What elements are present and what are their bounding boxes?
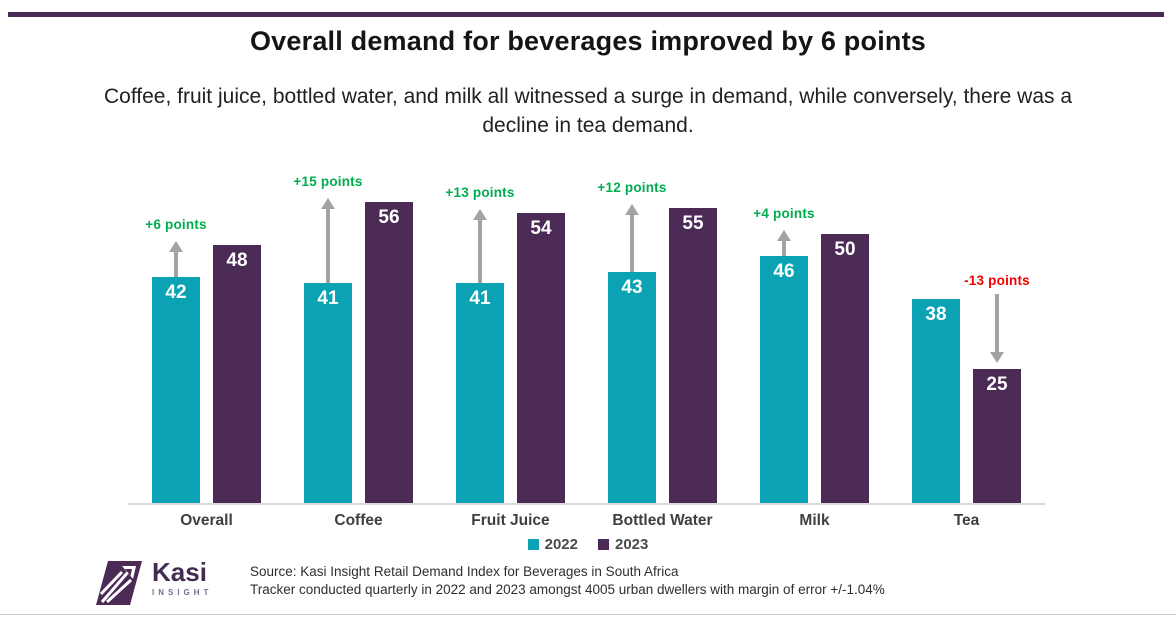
change-arrow-up — [321, 198, 335, 283]
legend-item-2023: 2023 — [598, 536, 648, 553]
bar-value-label: 50 — [834, 239, 856, 260]
bar-2022-milk: 46 — [760, 256, 808, 503]
category-label-tea: Tea — [953, 512, 980, 529]
bar-chart: 42 48 +6 points Overall 41 56 +15 points Coffee… — [0, 160, 1176, 540]
bar-2023-milk: 50 — [821, 234, 869, 503]
change-arrow-up — [473, 209, 487, 283]
bar-value-label: 55 — [682, 213, 704, 234]
change-annotation: +12 points — [597, 180, 667, 195]
legend-swatch-2022 — [527, 539, 539, 550]
change-annotation: +6 points — [145, 217, 207, 232]
source-line-1: Source: Kasi Insight Retail Demand Index… — [250, 564, 679, 579]
kasi-insight-logo: Kasi INSIGHT — [95, 558, 212, 608]
bar-value-label: 43 — [621, 277, 643, 298]
arrow-shaft — [995, 294, 999, 353]
logo-sub-text: INSIGHT — [152, 588, 213, 597]
arrow-shaft — [326, 208, 330, 283]
arrow-head — [473, 209, 487, 220]
legend-swatch-2023 — [598, 539, 609, 550]
arrow-head — [777, 230, 791, 241]
arrow-head — [625, 204, 639, 215]
category-label-coffee: Coffee — [334, 512, 383, 529]
bar-value-label: 42 — [165, 282, 187, 303]
bar-2022-coffee: 41 — [304, 283, 352, 503]
arrow-shaft — [630, 214, 634, 272]
arrow-shaft — [174, 251, 178, 277]
category-label-milk: Milk — [799, 512, 830, 529]
arrow-shaft — [478, 219, 482, 283]
bar-value-label: 38 — [925, 304, 947, 325]
source-line-2: Tracker conducted quarterly in 2022 and … — [250, 582, 885, 597]
category-label-bottled-water: Bottled Water — [612, 512, 713, 529]
bottom-divider — [0, 614, 1176, 615]
legend-label-2022: 2022 — [544, 536, 578, 553]
change-arrow-down — [990, 294, 1004, 363]
bar-2023-overall: 48 — [213, 245, 261, 503]
arrow-head — [990, 352, 1004, 363]
change-annotation: +15 points — [293, 174, 363, 189]
change-arrow-up — [777, 230, 791, 256]
category-label-fruit-juice: Fruit Juice — [471, 512, 550, 529]
bar-2022-overall: 42 — [152, 277, 200, 503]
bar-value-label: 56 — [378, 207, 400, 228]
source-note: Source: Kasi Insight Retail Demand Index… — [250, 563, 1010, 599]
bar-value-label: 46 — [773, 261, 795, 282]
arrow-shaft — [782, 240, 786, 256]
arrow-head — [169, 241, 183, 252]
category-label-overall: Overall — [180, 512, 233, 529]
logo-arrow-icon — [96, 561, 142, 605]
page-title: Overall demand for beverages improved by… — [249, 26, 926, 56]
change-annotation: +13 points — [445, 185, 515, 200]
x-axis-baseline — [128, 503, 1045, 505]
bar-2023-fruit-juice: 54 — [517, 213, 565, 503]
chart-legend: 2022 2023 — [0, 536, 1176, 553]
change-arrow-up — [169, 241, 183, 277]
bar-2023-bottled-water: 55 — [669, 208, 717, 503]
change-annotation: +4 points — [753, 206, 815, 221]
legend-label-2023: 2023 — [615, 536, 649, 553]
legend-item-2022: 2022 — [527, 536, 578, 553]
bar-2023-tea: 25 — [973, 369, 1021, 503]
logo-brand-text: Kasi — [152, 557, 207, 587]
change-arrow-up — [625, 204, 639, 272]
bar-2022-bottled-water: 43 — [608, 272, 656, 503]
bar-2022-fruit-juice: 41 — [456, 283, 504, 503]
bar-2023-coffee: 56 — [365, 202, 413, 503]
bar-value-label: 54 — [530, 218, 552, 239]
bar-2022-tea: 38 — [912, 299, 960, 503]
arrow-head — [321, 198, 335, 209]
top-accent-rule — [8, 12, 1164, 17]
bar-value-label: 25 — [986, 374, 1008, 395]
bar-value-label: 41 — [317, 288, 339, 309]
bar-value-label: 41 — [469, 288, 491, 309]
page-subtitle: Coffee, fruit juice, bottled water, and … — [103, 85, 1073, 137]
change-annotation: -13 points — [964, 273, 1030, 288]
bar-value-label: 48 — [226, 250, 248, 271]
